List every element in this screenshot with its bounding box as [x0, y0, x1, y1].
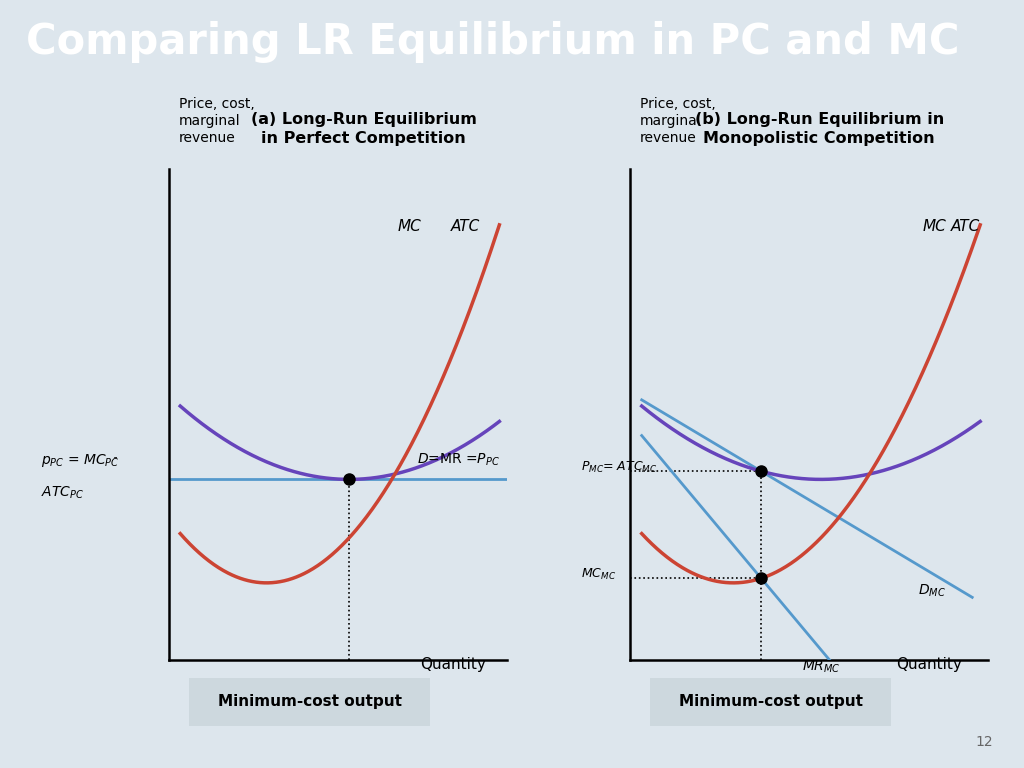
FancyBboxPatch shape: [641, 677, 900, 727]
Text: Quantity: Quantity: [420, 657, 485, 672]
Text: $p_{PC}$ = $MC_{P\bar{C}}$: $p_{PC}$ = $MC_{P\bar{C}}$: [41, 452, 120, 468]
Text: MC: MC: [923, 219, 946, 234]
Text: $MC_{MC}$: $MC_{MC}$: [581, 567, 615, 582]
Text: Comparing LR Equilibrium in PC and MC: Comparing LR Equilibrium in PC and MC: [26, 21, 959, 63]
Text: Quantity: Quantity: [896, 657, 962, 672]
Text: $MR_{MC}$: $MR_{MC}$: [802, 658, 841, 675]
Text: $Q_{MC}$: $Q_{MC}$: [745, 689, 776, 707]
Text: Minimum-cost output: Minimum-cost output: [679, 694, 862, 710]
Text: $ATC_{PC}$: $ATC_{PC}$: [41, 485, 84, 502]
Text: 12: 12: [976, 735, 993, 749]
Text: in Perfect Competition: in Perfect Competition: [261, 131, 466, 146]
Text: ATC: ATC: [451, 219, 480, 234]
Text: $D$=MR =$P_{PC}$: $D$=MR =$P_{PC}$: [417, 452, 500, 468]
Text: (b) Long-Run Equilibrium in: (b) Long-Run Equilibrium in: [694, 111, 944, 127]
Text: ATC: ATC: [950, 219, 980, 234]
Text: marginal: marginal: [640, 114, 701, 128]
Text: $Q_{PC}$: $Q_{PC}$: [335, 689, 364, 707]
Text: Minimum-cost output: Minimum-cost output: [218, 694, 401, 710]
Text: MC: MC: [398, 219, 422, 234]
Text: Price, cost,: Price, cost,: [179, 98, 255, 111]
Text: revenue: revenue: [179, 131, 236, 145]
FancyBboxPatch shape: [180, 677, 439, 727]
Text: marginal: marginal: [179, 114, 241, 128]
Text: $P_{MC}$= $ATC_{MC}$: $P_{MC}$= $ATC_{MC}$: [581, 460, 657, 475]
Text: $D_{MC}$: $D_{MC}$: [919, 582, 946, 598]
Text: Monopolistic Competition: Monopolistic Competition: [703, 131, 935, 146]
Text: Price, cost,: Price, cost,: [640, 98, 716, 111]
Text: (a) Long-Run Equilibrium: (a) Long-Run Equilibrium: [251, 111, 476, 127]
Text: revenue: revenue: [640, 131, 696, 145]
